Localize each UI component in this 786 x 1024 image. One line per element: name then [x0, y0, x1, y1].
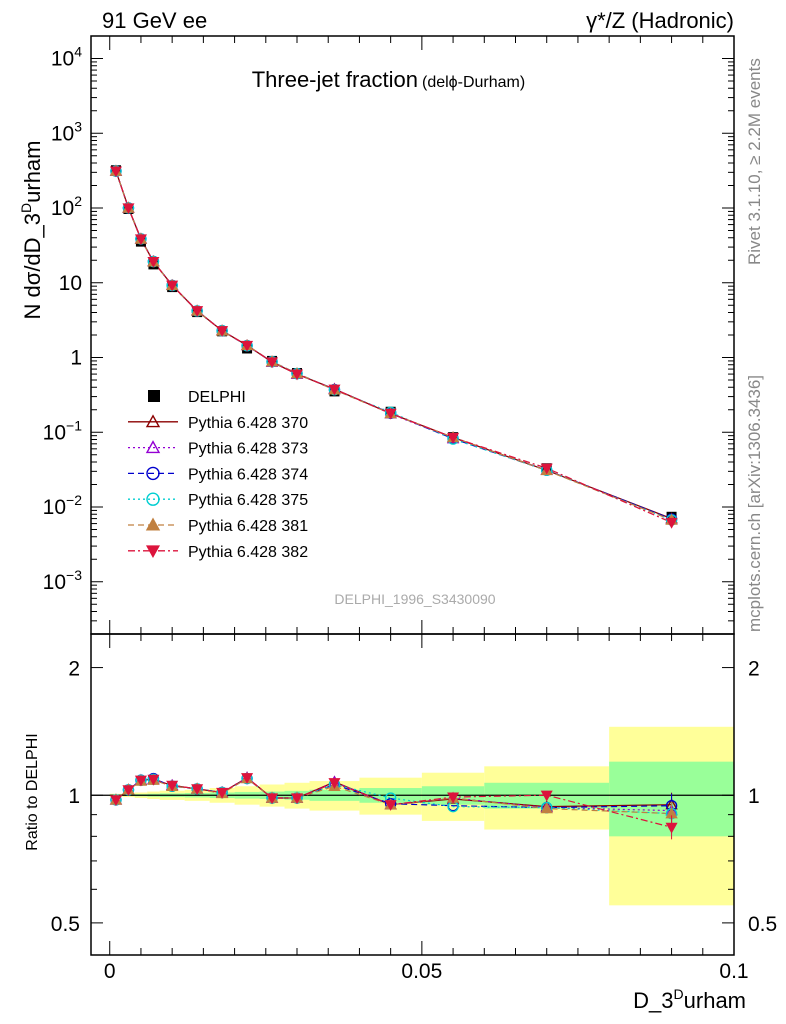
legend-marker-5: [145, 517, 161, 531]
y-tick-label-exp: −3: [66, 567, 82, 583]
main-panel-series: [109, 164, 678, 529]
y-tick-label-exp: 4: [74, 44, 82, 60]
data-point-s6-10: [328, 384, 341, 396]
y-tick-label-base: 10: [43, 421, 66, 444]
ratio-y-tick-label-left: 0.5: [51, 913, 80, 936]
data-point-s6-13: [540, 463, 553, 475]
y-tick-label-exp: −1: [66, 417, 82, 433]
legend-marker-2: [145, 440, 161, 454]
data-point-s6-6: [216, 326, 229, 337]
data-point-s6-14: [665, 517, 678, 529]
legend-label-5: Pythia 6.428 381: [188, 518, 308, 535]
ratio-point-s5-4: [166, 780, 179, 792]
x-tick-label: 0.1: [719, 960, 748, 983]
main-y-axis-label-sup: D: [18, 203, 34, 213]
legend: DELPHI Pythia 6.428 370 Pythia 6.428 373 Py…: [128, 389, 308, 561]
ratio-line-5: [115, 776, 672, 828]
data-point-s6-7: [241, 340, 254, 352]
y-tick-label-exp: 3: [74, 118, 82, 134]
data-point-s6-9: [290, 369, 304, 381]
ratio-point-s5-10: [328, 778, 341, 790]
data-point-s6-2: [134, 234, 147, 246]
ratio-point-s5-2: [134, 775, 147, 787]
y-tick-label-exp: −2: [66, 492, 82, 508]
legend-label-3: Pythia 6.428 374: [188, 466, 308, 483]
analysis-watermark: DELPHI_1996_S3430090: [334, 591, 495, 607]
data-point-s6-12: [447, 432, 460, 444]
y-tick-label: 10−1: [43, 417, 83, 444]
ratio-point-s5-5: [191, 784, 204, 796]
data-point-s6-5: [191, 306, 204, 317]
ratio-y-tick-label-left: 1: [68, 785, 80, 808]
x-axis-label-tail: urham: [684, 988, 746, 1013]
data-point-s6-8: [266, 357, 279, 369]
legend-marker-1: [145, 414, 161, 428]
legend-label-0: DELPHI: [188, 389, 246, 406]
ratio-panel-series: [109, 771, 678, 840]
ratio-panel-bands: [91, 726, 734, 906]
main-y-axis-label-tail: urham: [20, 140, 45, 202]
chart-title: Three-jet fraction: [252, 67, 418, 92]
ratio-point-s5-11: [384, 800, 397, 811]
chart-subtitle: (delϕ-Durham): [422, 74, 525, 91]
ratio-point-s5-13: [540, 790, 553, 802]
legend-marker-0: [148, 390, 160, 402]
ratio-point-s5-8: [266, 793, 279, 805]
legend-label-1: Pythia 6.428 370: [188, 415, 308, 432]
legend-label-2: Pythia 6.428 373: [188, 441, 308, 458]
rivet-version-label: Rivet 3.1.10, ≥ 2.2M events: [745, 58, 764, 265]
ratio-point-s5-0: [109, 795, 122, 807]
header-right-label: γ*/Z (Hadronic): [586, 8, 734, 33]
ratio-point-s5-3: [147, 774, 160, 786]
ratio-y-tick-label-right: 2: [748, 658, 760, 681]
x-tick-label: 0.05: [401, 960, 442, 983]
y-tick-label-base: 10: [43, 496, 66, 519]
legend-marker-6: [145, 545, 161, 559]
y-tick-label-base: 10: [51, 122, 74, 145]
legend-label-4: Pythia 6.428 375: [188, 492, 308, 509]
data-point-s6-11: [384, 408, 397, 420]
y-tick-label-base: 10: [43, 571, 66, 594]
y-tick-label: 102: [51, 193, 82, 220]
legend-marker-3: [146, 466, 160, 481]
ratio-point-s5-9: [290, 793, 304, 805]
ratio-point-s5-12: [447, 792, 460, 804]
ratio-y-axis-label: Ratio to DELPHI: [24, 733, 41, 850]
ratio-point-s5-14: [665, 822, 678, 834]
data-point-s6-0: [109, 166, 122, 178]
data-point-s6-4: [166, 280, 179, 292]
ratio-panel-frame: [90, 633, 735, 956]
ratio-y-tick-label-left: 2: [68, 658, 80, 681]
legend-label-6: Pythia 6.428 382: [188, 544, 308, 561]
ratio-point-s5-7: [241, 773, 254, 784]
x-axis-label: D_3Durham: [633, 986, 746, 1013]
main-y-axis-label: N dσ/dD_3Durham: [18, 140, 45, 319]
data-point-s6-1: [122, 203, 135, 215]
y-tick-label: 104: [51, 44, 82, 71]
legend-marker-4: [146, 492, 160, 506]
ratio-y-tick-label-right: 0.5: [748, 913, 777, 936]
y-tick-label: 1: [70, 347, 82, 370]
ratio-point-s4-13: [540, 802, 553, 814]
y-tick-label-base: 10: [51, 197, 74, 220]
ratio-y-tick-label-right: 1: [748, 785, 760, 808]
y-tick-label: 10: [59, 272, 82, 295]
data-point-s6-3: [147, 256, 160, 268]
ratio-point-s5-6: [216, 787, 229, 799]
ratio-point-s5-1: [122, 785, 135, 797]
x-axis-label-sup: D: [674, 986, 684, 1002]
x-tick-label: 0: [104, 960, 116, 983]
x-axis-label-base: D_3: [633, 988, 673, 1013]
mcplots-reference-label: mcplots.cern.ch [arXiv:1306.3436]: [745, 375, 764, 632]
y-tick-label: 10−3: [43, 567, 83, 594]
y-tick-label-exp: 2: [74, 193, 82, 209]
header-left-label: 91 GeV ee: [102, 8, 207, 33]
y-tick-label-base: 10: [51, 48, 74, 71]
main-y-axis-label-base: N dσ/dD_3: [20, 213, 45, 320]
y-tick-label: 10−2: [43, 492, 83, 519]
y-tick-label: 103: [51, 118, 82, 145]
ratio-panel-ticks: 0.5 1 2 0.5 1 2 0 0.05 0.1: [51, 634, 777, 983]
